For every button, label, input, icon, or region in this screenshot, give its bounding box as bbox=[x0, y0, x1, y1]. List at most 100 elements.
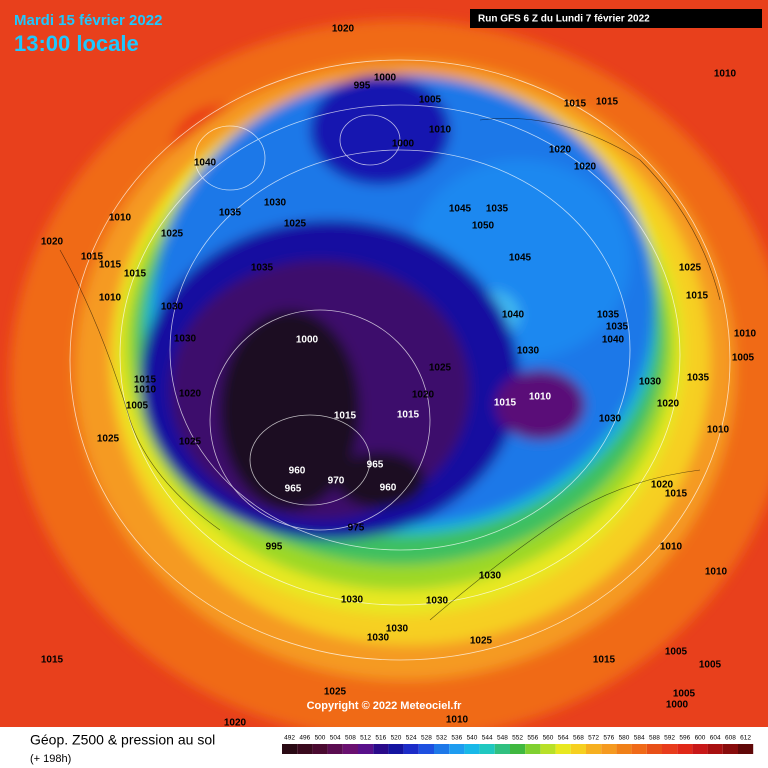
scale-label: 536 bbox=[451, 735, 462, 742]
scale-swatch bbox=[646, 744, 662, 754]
isobar-label: 1040 bbox=[194, 158, 217, 169]
scale-swatch bbox=[586, 744, 602, 754]
isobar-label: 1010 bbox=[529, 392, 552, 403]
isobar-label: 1010 bbox=[429, 125, 452, 136]
isobar-label: 1000 bbox=[374, 73, 397, 84]
scale-label: 524 bbox=[406, 735, 417, 742]
isobar-label: 1025 bbox=[470, 636, 493, 647]
scale-label: 492 bbox=[284, 735, 295, 742]
isobar-label: 1000 bbox=[296, 335, 319, 346]
isobar-label: 1010 bbox=[134, 385, 157, 396]
scale-swatch bbox=[692, 744, 708, 754]
isobar-label: 960 bbox=[380, 483, 397, 494]
scale-swatch bbox=[418, 744, 434, 754]
isobar-label: 1030 bbox=[341, 595, 364, 606]
isobar-label: 1005 bbox=[419, 95, 442, 106]
isobar-label: 1040 bbox=[502, 310, 525, 321]
scale-swatch bbox=[358, 744, 374, 754]
footer-title: Géop. Z500 & pression au sol bbox=[30, 732, 215, 748]
isobar-label: 1005 bbox=[673, 689, 696, 700]
scale-label: 548 bbox=[497, 735, 508, 742]
isobar-label: 1025 bbox=[97, 434, 120, 445]
isobar-label: 1030 bbox=[386, 624, 409, 635]
isobar-label: 1015 bbox=[596, 97, 619, 108]
scale-swatch bbox=[327, 744, 343, 754]
scale-label: 612 bbox=[740, 735, 751, 742]
scale-label: 608 bbox=[725, 735, 736, 742]
scale-label: 528 bbox=[421, 735, 432, 742]
run-info: Run GFS 6 Z du Lundi 7 février 2022 bbox=[478, 14, 650, 25]
isobar-label: 1010 bbox=[705, 567, 728, 578]
scale-label: 500 bbox=[315, 735, 326, 742]
isobar-label: 1005 bbox=[126, 401, 149, 412]
isobar-label: 1020 bbox=[412, 390, 435, 401]
isobar-label: 970 bbox=[328, 476, 345, 487]
isobar-label: 1010 bbox=[707, 425, 730, 436]
scale-label: 512 bbox=[360, 735, 371, 742]
isobar-label: 1015 bbox=[134, 375, 157, 386]
isobar-label: 1030 bbox=[426, 596, 449, 607]
scale-swatch bbox=[540, 744, 556, 754]
isobar-label: 1025 bbox=[161, 229, 184, 240]
isobar-label: 1015 bbox=[665, 489, 688, 500]
scale-swatch bbox=[388, 744, 404, 754]
scale-label: 604 bbox=[710, 735, 721, 742]
forecast-time: 13:00 locale bbox=[14, 31, 139, 56]
scale-label: 556 bbox=[527, 735, 538, 742]
isobar-label: 1035 bbox=[219, 208, 242, 219]
isobar-label: 1005 bbox=[699, 660, 722, 671]
isobar-label: 1010 bbox=[714, 69, 737, 80]
scale-label: 508 bbox=[345, 735, 356, 742]
isobar-label: 1015 bbox=[99, 260, 122, 271]
scale-label: 576 bbox=[603, 735, 614, 742]
scale-label: 532 bbox=[436, 735, 447, 742]
isobar-label: 960 bbox=[289, 466, 306, 477]
scale-label: 544 bbox=[482, 735, 493, 742]
copyright: Copyright © 2022 Meteociel.fr bbox=[307, 700, 463, 712]
isobar-label: 1025 bbox=[284, 219, 307, 230]
isobar-label: 1030 bbox=[174, 334, 197, 345]
isobar-label: 1020 bbox=[41, 237, 64, 248]
isobar-label: 965 bbox=[367, 460, 384, 471]
scale-label: 568 bbox=[573, 735, 584, 742]
scale-label: 584 bbox=[634, 735, 645, 742]
isobar-label: 1030 bbox=[599, 414, 622, 425]
scale-swatch bbox=[722, 744, 738, 754]
isobar-label: 1010 bbox=[109, 213, 132, 224]
isobar-label: 1020 bbox=[657, 399, 680, 410]
scale-label: 588 bbox=[649, 735, 660, 742]
scale-swatch bbox=[434, 744, 450, 754]
scale-label: 580 bbox=[619, 735, 630, 742]
isobar-label: 995 bbox=[266, 542, 283, 553]
scale-label: 520 bbox=[391, 735, 402, 742]
isobar-label: 1030 bbox=[639, 377, 662, 388]
isobar-label: 1005 bbox=[732, 353, 755, 364]
isobar-label: 1015 bbox=[397, 410, 420, 421]
isobar-label: 1015 bbox=[334, 411, 357, 422]
isobar-label: 1020 bbox=[179, 389, 202, 400]
isobar-label: 1025 bbox=[324, 687, 347, 698]
scale-swatch bbox=[555, 744, 571, 754]
scale-swatch bbox=[403, 744, 419, 754]
isobar-label: 1035 bbox=[606, 322, 629, 333]
isobar-label: 1035 bbox=[486, 204, 509, 215]
isobar-label: 1030 bbox=[479, 571, 502, 582]
color-scale: 492 496 500 504 508 512 516 520 524 528 532 536 540 5… bbox=[282, 735, 754, 754]
z500-field bbox=[0, 0, 768, 727]
scale-swatch bbox=[312, 744, 328, 754]
isobar-label: 1030 bbox=[367, 633, 390, 644]
isobar-label: 1020 bbox=[549, 145, 572, 156]
isobar-label: 1015 bbox=[564, 99, 587, 110]
isobar-label: 1040 bbox=[602, 335, 625, 346]
isobar-label: 1000 bbox=[666, 700, 689, 711]
scale-label: 516 bbox=[375, 735, 386, 742]
scale-swatch bbox=[373, 744, 389, 754]
scale-swatch bbox=[494, 744, 510, 754]
scale-label: 572 bbox=[588, 735, 599, 742]
scale-label: 592 bbox=[664, 735, 675, 742]
scale-swatch bbox=[479, 744, 495, 754]
isobar-label: 1010 bbox=[99, 293, 122, 304]
scale-label: 540 bbox=[467, 735, 478, 742]
scale-swatch bbox=[342, 744, 358, 754]
scale-swatch bbox=[282, 744, 298, 754]
